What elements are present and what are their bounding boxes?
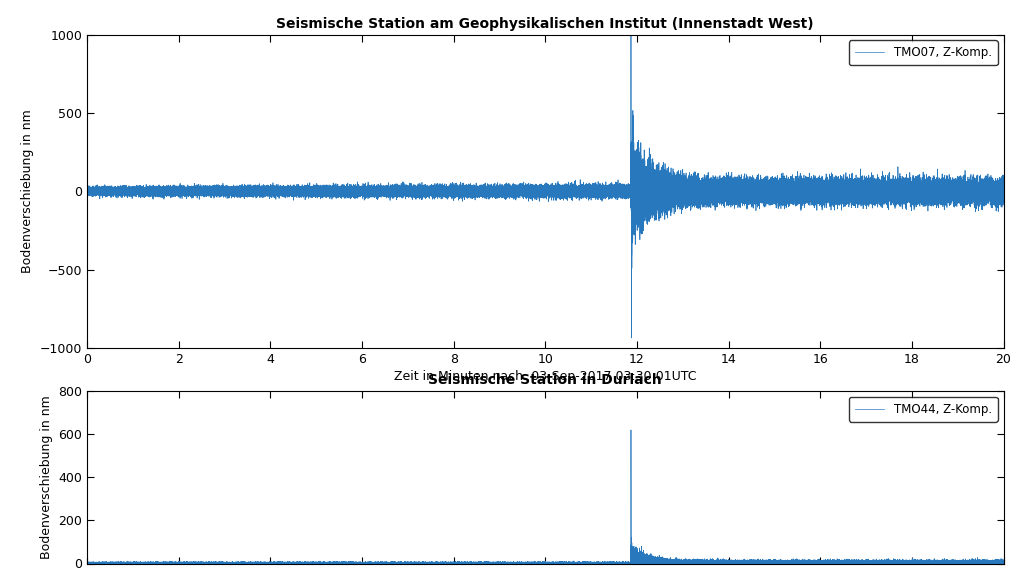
TMO44, Z-Komp.	[424, 560, 436, 567]
TMO07, Z-Komp.	[997, 189, 1010, 196]
TMO44, Z-Komp.	[625, 427, 637, 434]
TMO07, Z-Komp.	[626, 335, 638, 342]
TMO07, Z-Komp.	[455, 185, 467, 192]
TMO44, Z-Komp.	[81, 561, 93, 568]
TMO07, Z-Komp.	[159, 190, 171, 197]
TMO44, Z-Komp.	[386, 561, 398, 568]
Legend: TMO07, Z-Komp.: TMO07, Z-Komp.	[849, 40, 997, 65]
TMO44, Z-Komp.	[102, 560, 115, 567]
TMO07, Z-Komp.	[81, 187, 93, 194]
TMO44, Z-Komp.	[997, 559, 1010, 566]
TMO44, Z-Komp.	[309, 561, 322, 568]
TMO44, Z-Komp.	[455, 560, 467, 567]
X-axis label: Zeit in Minuten nach: 03-Sep-2017 03:30:01UTC: Zeit in Minuten nach: 03-Sep-2017 03:30:…	[394, 370, 696, 383]
Line: TMO07, Z-Komp.: TMO07, Z-Komp.	[87, 34, 1004, 338]
Title: Seismische Station am Geophysikalischen Institut (Innenstadt West): Seismische Station am Geophysikalischen …	[276, 17, 814, 30]
Title: Seismische Station in Durlach: Seismische Station in Durlach	[428, 373, 663, 387]
Line: TMO44, Z-Komp.: TMO44, Z-Komp.	[87, 430, 1004, 566]
TMO07, Z-Komp.	[309, 191, 322, 198]
TMO07, Z-Komp.	[625, 31, 637, 38]
Y-axis label: Bodenverschiebung in nm: Bodenverschiebung in nm	[40, 396, 52, 559]
TMO07, Z-Komp.	[424, 190, 436, 197]
Legend: TMO44, Z-Komp.: TMO44, Z-Komp.	[849, 397, 997, 421]
TMO44, Z-Komp.	[86, 562, 98, 569]
TMO44, Z-Komp.	[159, 559, 171, 566]
TMO07, Z-Komp.	[386, 185, 398, 191]
Y-axis label: Bodenverschiebung in nm: Bodenverschiebung in nm	[22, 109, 34, 273]
TMO07, Z-Komp.	[102, 192, 115, 199]
